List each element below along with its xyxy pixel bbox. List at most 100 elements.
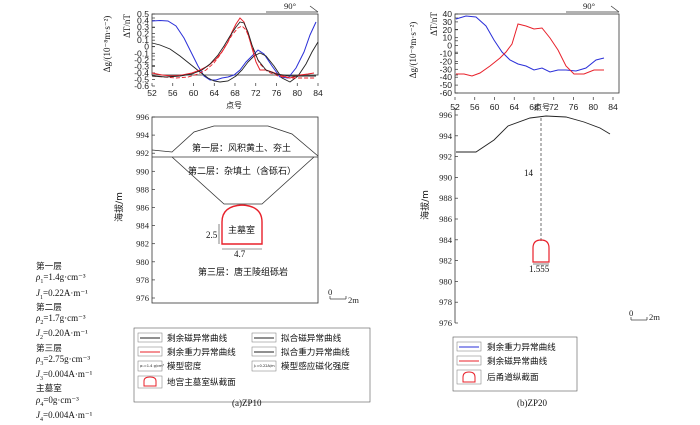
panel-b-elevation-tick: 990 [439, 172, 452, 182]
legend-a-swatch-mag-int [251, 360, 277, 372]
panel-a-left-axis-tick: 0 [144, 42, 149, 52]
model-param-text: =0.004A·m⁻¹ [43, 369, 93, 380]
panel-b-elevation-tick: 994 [439, 131, 453, 141]
model-param-subscript: 1 [40, 294, 43, 301]
panel-a-left-axis-tick: -0.5 [134, 74, 149, 84]
panel-a-elevation-tick: 984 [136, 221, 150, 231]
legend-b-swatch-passage [456, 369, 482, 385]
panel-b-width-label: 1.555 [529, 264, 550, 274]
panel-b-elevation-tick: 976 [439, 318, 453, 328]
panel-a-x-axis-tick: 64 [209, 88, 219, 98]
model-param-value: ρ2=1.7g·cm⁻³ [36, 313, 132, 328]
panel-a-x-axis-tick: 52 [147, 88, 157, 98]
model-param-heading: 第三层 [36, 343, 62, 354]
model-param-text: =1.7g·cm⁻³ [43, 313, 86, 324]
panel-a-x-axis-tick: 60 [189, 88, 199, 98]
model-param-heading: 主墓室 [36, 384, 62, 395]
panel-b-x-axis-tick: 84 [608, 102, 618, 112]
model-param-text: =0.22A·m⁻¹ [43, 287, 88, 298]
model-param-value: J4=0.004A·m⁻¹ [36, 410, 132, 425]
panel-a-layer1-polygon [151, 125, 319, 157]
model-param-subscript: 4 [40, 401, 44, 408]
panel-a-elevation-tick: 996 [136, 112, 150, 122]
panel-a-left-axis-tick: -0.1 [134, 48, 149, 58]
legend-a-density-box-text: ρ₁=1.4 g/cm³ [140, 364, 165, 368]
legend-a-mag-intensity: 模型感应磁化强度 [281, 360, 350, 372]
panel-a-main-chamber [221, 204, 263, 245]
model-param-heading: 第二层 [36, 302, 62, 313]
panel-b-left-axis-tick: -40 [440, 72, 453, 82]
panel-a-direction-label: 90° [284, 1, 297, 11]
model-param-subscript: 3 [40, 376, 43, 383]
model-param-text: =2.75g·cm⁻³ [43, 354, 91, 365]
panel-b-left-axis-tick: 40 [442, 9, 452, 19]
model-param-heading: 第一层 [36, 262, 62, 272]
panel-b-scale-bar [630, 317, 648, 321]
panel-a-dim-w: 4.7 [234, 249, 246, 259]
panel-a-layer2-polygon [171, 156, 315, 205]
panel-b-x-axis-tick: 72 [549, 102, 559, 112]
panel-a-caption: (a)ZP10 [232, 398, 262, 408]
panel-a-x-axis-tick: 80 [292, 88, 302, 98]
panel-b-depth-label: 14 [524, 168, 534, 178]
panel-b-ground-surface [456, 115, 611, 153]
panel-b-scale-zero: 0 [629, 308, 633, 318]
panel-b-residual-mag-curve [455, 15, 605, 73]
legend-b-swatch-mag [456, 355, 482, 366]
panel-b-elevation-tick: 978 [439, 297, 452, 307]
panel-a-section: 996 994 992 990 988 986 984 982 980 978 976 海拔/m 第… [113, 112, 359, 305]
panel-b-rear-passage [532, 239, 550, 263]
panel-a-left-axis-label: Δg/(10⁻⁸m·s⁻²) [102, 16, 112, 73]
panel-a-layer2-label: 第二层：杂填土（含砾石） [188, 165, 296, 177]
model-param-symbol: ρ [36, 394, 41, 405]
panel-b-left-axis-tick: -20 [440, 56, 453, 66]
panel-b-section: 996 994 992 990 988 986 984 982 980 978 976 海拔/m 1… [419, 108, 660, 328]
panel-b-direction-label: 90° [583, 1, 596, 11]
panel-b-left-axis-label: Δg/(10⁻⁸m·s⁻²) [408, 22, 418, 79]
legend-b-gravity: 剩余重力异常曲线 [487, 341, 556, 353]
model-param-subscript: 2 [40, 320, 44, 327]
panel-b-x-axis-tick: 56 [470, 102, 480, 112]
model-param-subscript: 3 [40, 360, 44, 367]
legend-a-swatch-grav-fit [251, 346, 277, 357]
legend-a-swatch-mag-obs [137, 332, 163, 343]
legend-a-chamber: 地宫主墓室纵截面 [167, 376, 236, 388]
legend-a-swatch-density [137, 360, 163, 372]
model-param-value: ρ4=0g·cm⁻³ [36, 395, 132, 410]
panel-b-elevation-tick: 986 [439, 214, 453, 224]
panel-b-left-axis-tick: 0 [447, 41, 452, 51]
panel-a-section-frame [151, 116, 319, 304]
panel-b-legend-frame [452, 336, 578, 392]
panel-b-elevation-label: 海拔/m [419, 190, 431, 220]
panel-b-caption: (b)ZP20 [517, 398, 547, 408]
panel-a-chart: 0.50.40.30.20.10-0.1-0.2-0.3-0.4-0.5-0.6… [102, 1, 323, 110]
panel-a-right-axis: 250200150100500-50 [152, 17, 155, 76]
figure-canvas: 0.50.40.30.20.10-0.1-0.2-0.3-0.4-0.5-0.6… [102, 1, 660, 408]
panel-b-x-axis-tick: 80 [588, 102, 598, 112]
model-param-symbol: J [36, 328, 40, 339]
legend-a-grav-obs: 剩余重力异常曲线 [167, 346, 236, 358]
panel-a-elevation-tick: 988 [136, 184, 149, 194]
panel-b-elevation-tick: 988 [439, 193, 452, 203]
legend-a-mag-box-text: J₁=0.22A/m [253, 364, 275, 368]
legend-a-density: 模型密度 [167, 360, 202, 372]
panel-a-elevation-tick: 986 [136, 203, 150, 213]
panel-b-elevation-tick: 996 [439, 110, 453, 120]
panel-b-right-axis-label: ΔT/nT [429, 12, 439, 36]
panel-b-left-axis-tick: -30 [440, 64, 453, 74]
panel-a-x-axis-tick: 56 [168, 88, 178, 98]
legend-a-mag-fit: 拟合磁异常曲线 [281, 332, 342, 344]
panel-a-left-axis-tick: -0.3 [134, 61, 149, 71]
panel-b-x-axis-tick: 76 [569, 102, 579, 112]
panel-b-left-axis-tick: 10 [442, 33, 452, 43]
panel-a-left-axis-tick: -0.4 [134, 68, 149, 78]
panel-a-layer1-label: 第一层：风积黄土、夯土 [192, 142, 291, 154]
panel-b-plot-frame [454, 13, 620, 94]
panel-a-elevation-label: 海拔/m [113, 192, 125, 222]
panel-b-left-axis-tick: -50 [440, 80, 453, 90]
panel-a-left-axis-tick: -0.2 [134, 55, 149, 65]
panel-b-direction-arrow [566, 5, 620, 13]
model-param-subscript: 2 [40, 335, 43, 342]
